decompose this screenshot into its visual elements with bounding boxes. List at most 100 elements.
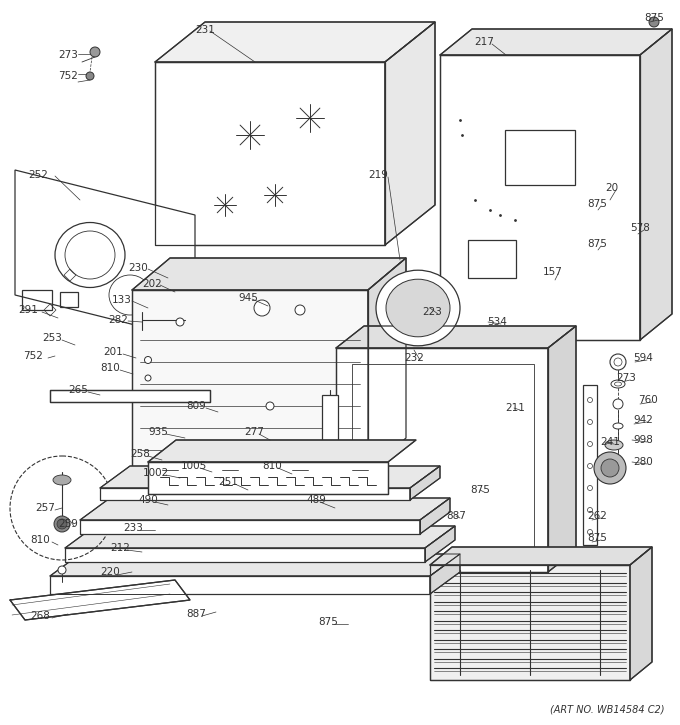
Text: 752: 752 [23, 351, 43, 361]
Text: 251: 251 [218, 477, 238, 487]
Text: 534: 534 [487, 317, 507, 327]
Text: 875: 875 [644, 13, 664, 23]
Ellipse shape [55, 223, 125, 288]
Text: 273: 273 [58, 50, 78, 60]
Circle shape [254, 300, 270, 316]
Text: 1002: 1002 [143, 468, 169, 478]
Text: 752: 752 [58, 71, 78, 81]
Circle shape [266, 402, 274, 410]
Polygon shape [100, 488, 410, 500]
Text: 875: 875 [587, 533, 607, 543]
Circle shape [649, 17, 659, 27]
Text: 211: 211 [505, 403, 525, 413]
Text: 220: 220 [100, 567, 120, 577]
Polygon shape [420, 498, 450, 534]
Polygon shape [425, 526, 455, 562]
Circle shape [295, 305, 305, 315]
Text: 133: 133 [112, 295, 132, 305]
Text: 231: 231 [195, 25, 215, 35]
Text: 282: 282 [108, 315, 128, 325]
Text: 809: 809 [186, 401, 206, 411]
Ellipse shape [611, 380, 625, 388]
Polygon shape [132, 258, 406, 290]
Text: 268: 268 [30, 611, 50, 621]
Text: 157: 157 [543, 267, 563, 277]
Polygon shape [430, 547, 652, 565]
Text: 219: 219 [368, 170, 388, 180]
Polygon shape [148, 440, 416, 462]
Circle shape [588, 507, 592, 513]
Text: 265: 265 [68, 385, 88, 395]
Bar [352, 364, 534, 558]
Text: 253: 253 [42, 333, 62, 343]
Circle shape [588, 397, 592, 402]
Circle shape [57, 519, 67, 529]
Text: 594: 594 [633, 353, 653, 363]
Text: 262: 262 [587, 511, 607, 521]
Polygon shape [336, 348, 548, 572]
Text: 273: 273 [616, 373, 636, 383]
Text: 810: 810 [100, 363, 120, 373]
Polygon shape [430, 565, 630, 680]
Circle shape [588, 529, 592, 534]
Polygon shape [440, 29, 672, 55]
Bar [22, 290, 52, 310]
Text: 887: 887 [446, 511, 466, 521]
Text: 935: 935 [148, 427, 168, 437]
Text: 875: 875 [318, 617, 338, 627]
Polygon shape [15, 170, 195, 340]
Circle shape [145, 375, 151, 381]
Polygon shape [155, 22, 435, 62]
Ellipse shape [605, 440, 623, 450]
Text: 232: 232 [404, 353, 424, 363]
Text: 942: 942 [633, 415, 653, 425]
Text: 810: 810 [262, 461, 282, 471]
Text: 277: 277 [244, 427, 264, 437]
Text: 20: 20 [605, 183, 619, 193]
Polygon shape [50, 554, 460, 576]
Circle shape [588, 442, 592, 447]
Polygon shape [100, 466, 440, 488]
Polygon shape [10, 580, 190, 620]
Text: (ART NO. WB14584 C2): (ART NO. WB14584 C2) [551, 705, 665, 715]
Circle shape [613, 399, 623, 409]
Polygon shape [385, 22, 435, 245]
Polygon shape [80, 520, 420, 534]
Polygon shape [630, 547, 652, 680]
Circle shape [588, 486, 592, 491]
Polygon shape [548, 326, 576, 572]
Text: 875: 875 [470, 485, 490, 495]
Text: 223: 223 [422, 307, 442, 317]
Text: 578: 578 [630, 223, 650, 233]
Text: 233: 233 [123, 523, 143, 533]
Text: 887: 887 [186, 609, 206, 619]
Text: 810: 810 [30, 535, 50, 545]
Polygon shape [640, 29, 672, 340]
Ellipse shape [613, 423, 623, 429]
Circle shape [86, 72, 94, 80]
Circle shape [176, 318, 184, 326]
Polygon shape [50, 390, 210, 402]
Text: 259: 259 [58, 519, 78, 529]
Circle shape [386, 486, 394, 494]
Polygon shape [50, 576, 430, 594]
Polygon shape [155, 62, 385, 245]
Polygon shape [80, 498, 450, 520]
Polygon shape [368, 258, 406, 470]
Polygon shape [132, 290, 368, 470]
Circle shape [588, 463, 592, 468]
Text: 945: 945 [238, 293, 258, 303]
Polygon shape [336, 326, 576, 348]
Circle shape [588, 420, 592, 425]
Bar [583, 385, 597, 545]
Polygon shape [440, 55, 640, 340]
Bar [322, 395, 338, 455]
Circle shape [54, 516, 70, 532]
Bar [468, 240, 516, 278]
Circle shape [90, 47, 100, 57]
Text: 291: 291 [18, 305, 38, 315]
Text: 230: 230 [128, 263, 148, 273]
Bar [505, 130, 575, 185]
Bar [60, 292, 78, 307]
Ellipse shape [376, 270, 460, 346]
